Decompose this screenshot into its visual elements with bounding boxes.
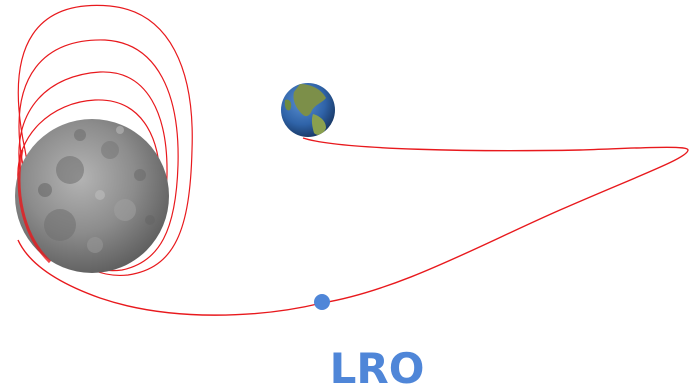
- spacecraft-dot-icon: [314, 294, 330, 310]
- spacecraft-label: LRO: [330, 344, 425, 389]
- earth-icon: [281, 83, 335, 137]
- moon-icon: [15, 119, 169, 273]
- transfer-trajectory: [17, 137, 689, 316]
